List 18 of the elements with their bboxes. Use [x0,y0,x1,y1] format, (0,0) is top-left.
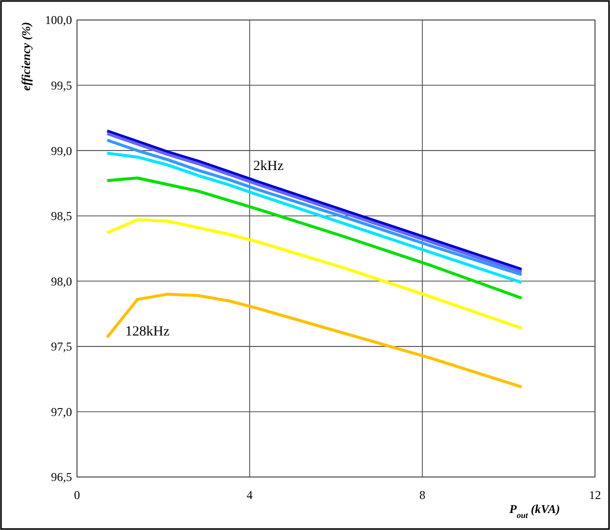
line-series [106,292,524,388]
x-tick-label: 8 [419,488,426,502]
y-axis-title: efficiency (%) [19,22,33,91]
x-axis-title: P$_{out}$ (kVA) [509,502,560,520]
y-tick-label: 98,0 [51,274,72,288]
annotation: 2kHz [253,158,284,174]
line-series [106,176,524,300]
y-tick-label: 96,5 [51,470,72,484]
annotation: 128kHz [125,324,170,340]
y-tick-label: 97,0 [51,404,72,419]
x-tick-label: 12 [589,488,601,502]
x-tick-label: 0 [74,488,80,502]
y-tick-label: 100,0 [45,13,72,28]
x-tick-label: 4 [246,488,253,502]
y-tick-label: 99,0 [51,144,72,158]
y-tick-label: 97,5 [51,340,72,354]
y-tick-label: 98,5 [51,209,72,224]
y-tick-label: 99,5 [51,78,72,92]
